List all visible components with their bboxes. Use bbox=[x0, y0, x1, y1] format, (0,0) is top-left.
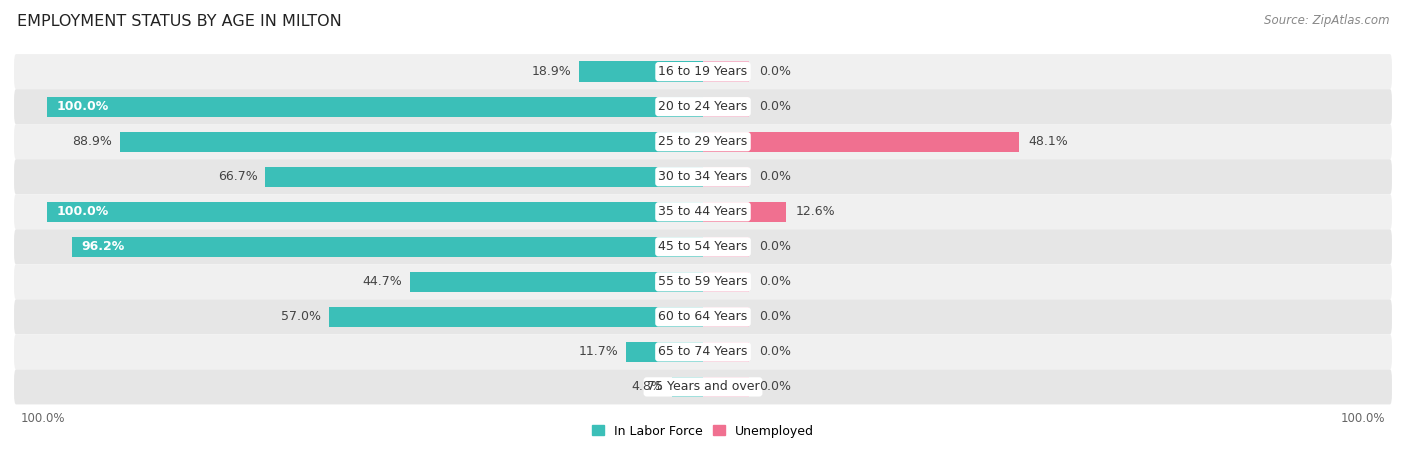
Bar bbox=[703, 377, 749, 397]
Text: 0.0%: 0.0% bbox=[759, 170, 790, 183]
Bar bbox=[579, 61, 703, 82]
Bar bbox=[329, 307, 703, 327]
Text: 57.0%: 57.0% bbox=[281, 310, 321, 323]
FancyBboxPatch shape bbox=[14, 264, 1392, 299]
Bar bbox=[703, 132, 1018, 152]
Text: 11.7%: 11.7% bbox=[579, 345, 619, 359]
Text: 100.0%: 100.0% bbox=[56, 205, 108, 218]
Text: 48.1%: 48.1% bbox=[1028, 135, 1069, 148]
Text: 0.0%: 0.0% bbox=[759, 310, 790, 323]
Bar bbox=[703, 272, 749, 292]
Text: 45 to 54 Years: 45 to 54 Years bbox=[658, 240, 748, 253]
Text: 55 to 59 Years: 55 to 59 Years bbox=[658, 275, 748, 288]
Text: 12.6%: 12.6% bbox=[796, 205, 835, 218]
Text: Source: ZipAtlas.com: Source: ZipAtlas.com bbox=[1264, 14, 1389, 27]
Bar bbox=[703, 61, 749, 82]
Text: 0.0%: 0.0% bbox=[759, 240, 790, 253]
FancyBboxPatch shape bbox=[14, 89, 1392, 124]
Text: 88.9%: 88.9% bbox=[72, 135, 112, 148]
Bar bbox=[703, 97, 749, 117]
Bar bbox=[703, 202, 786, 222]
Bar bbox=[703, 342, 749, 362]
Text: 66.7%: 66.7% bbox=[218, 170, 257, 183]
Text: 35 to 44 Years: 35 to 44 Years bbox=[658, 205, 748, 218]
Text: 75 Years and over: 75 Years and over bbox=[647, 380, 759, 393]
Text: 18.9%: 18.9% bbox=[531, 65, 571, 78]
Bar bbox=[672, 377, 703, 397]
Text: 96.2%: 96.2% bbox=[82, 240, 125, 253]
Bar bbox=[120, 132, 703, 152]
Bar bbox=[409, 272, 703, 292]
Text: 100.0%: 100.0% bbox=[1341, 412, 1385, 425]
FancyBboxPatch shape bbox=[14, 229, 1392, 264]
Text: EMPLOYMENT STATUS BY AGE IN MILTON: EMPLOYMENT STATUS BY AGE IN MILTON bbox=[17, 14, 342, 28]
Text: 60 to 64 Years: 60 to 64 Years bbox=[658, 310, 748, 323]
FancyBboxPatch shape bbox=[14, 124, 1392, 159]
FancyBboxPatch shape bbox=[14, 369, 1392, 405]
Bar bbox=[266, 166, 703, 187]
Bar bbox=[703, 237, 749, 257]
Text: 30 to 34 Years: 30 to 34 Years bbox=[658, 170, 748, 183]
FancyBboxPatch shape bbox=[14, 194, 1392, 229]
FancyBboxPatch shape bbox=[14, 54, 1392, 89]
Text: 0.0%: 0.0% bbox=[759, 275, 790, 288]
Text: 25 to 29 Years: 25 to 29 Years bbox=[658, 135, 748, 148]
Bar bbox=[703, 307, 749, 327]
Text: 4.8%: 4.8% bbox=[631, 380, 664, 393]
FancyBboxPatch shape bbox=[14, 334, 1392, 369]
Text: 100.0%: 100.0% bbox=[56, 100, 108, 113]
Legend: In Labor Force, Unemployed: In Labor Force, Unemployed bbox=[592, 424, 814, 437]
Bar bbox=[46, 97, 703, 117]
FancyBboxPatch shape bbox=[14, 159, 1392, 194]
Text: 44.7%: 44.7% bbox=[363, 275, 402, 288]
Text: 0.0%: 0.0% bbox=[759, 100, 790, 113]
Bar bbox=[72, 237, 703, 257]
Text: 0.0%: 0.0% bbox=[759, 65, 790, 78]
Text: 0.0%: 0.0% bbox=[759, 345, 790, 359]
Text: 0.0%: 0.0% bbox=[759, 380, 790, 393]
Bar bbox=[46, 202, 703, 222]
FancyBboxPatch shape bbox=[14, 299, 1392, 334]
Bar bbox=[626, 342, 703, 362]
Text: 100.0%: 100.0% bbox=[21, 412, 65, 425]
Text: 20 to 24 Years: 20 to 24 Years bbox=[658, 100, 748, 113]
Bar bbox=[703, 166, 749, 187]
Text: 16 to 19 Years: 16 to 19 Years bbox=[658, 65, 748, 78]
Text: 65 to 74 Years: 65 to 74 Years bbox=[658, 345, 748, 359]
